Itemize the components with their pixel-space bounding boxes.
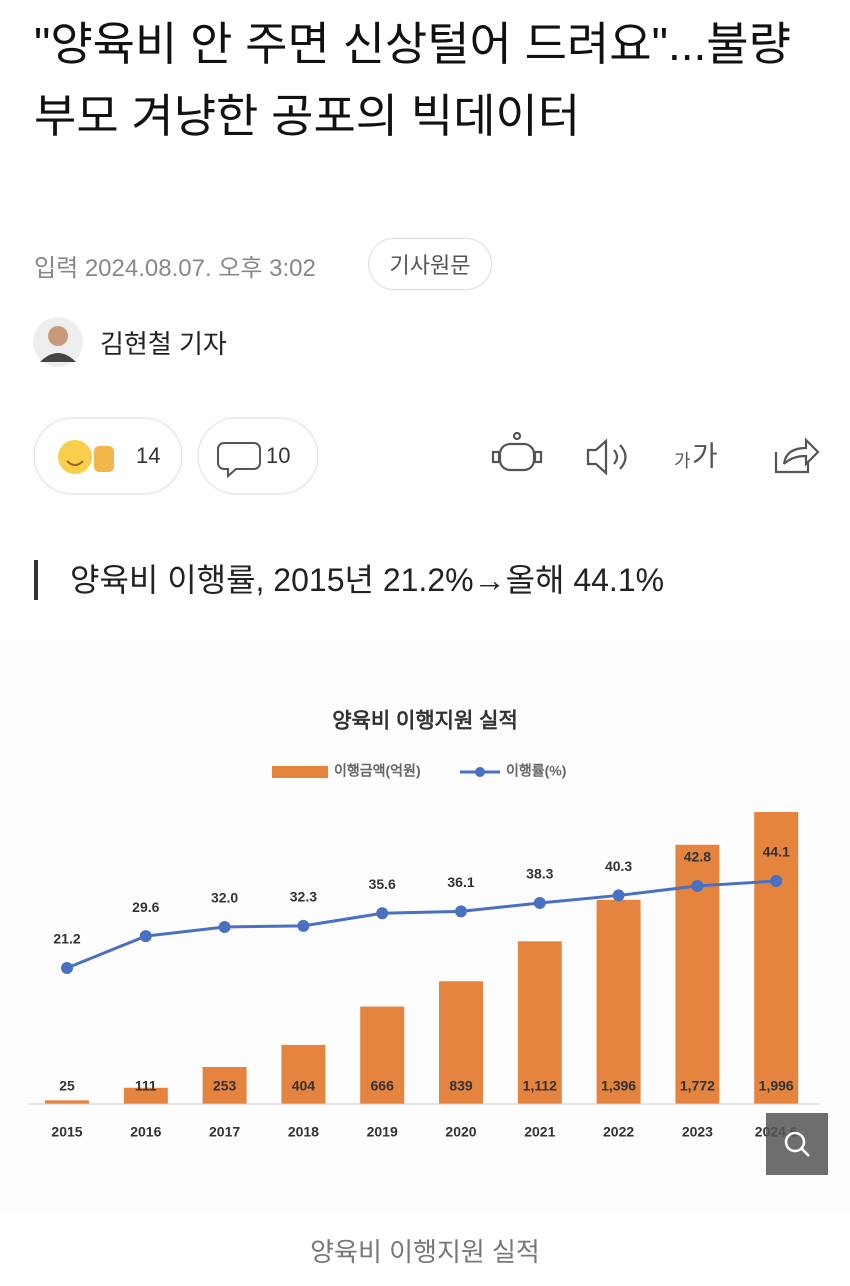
line — [66, 879, 777, 970]
line-point — [61, 962, 73, 974]
original-link-button[interactable]: 기사원문 — [368, 238, 492, 290]
line-value-label: 29.6 — [132, 899, 159, 915]
line-value-label: 21.2 — [53, 931, 80, 947]
legend-swatch — [272, 766, 328, 778]
text-size-large: 가 — [692, 440, 718, 471]
bar-value-label: 111 — [135, 1078, 157, 1094]
bar-value-label: 1,396 — [601, 1078, 636, 1094]
chart-title: 양육비 이행지원 실적 — [332, 710, 518, 733]
bar — [754, 812, 799, 1104]
x-tick-label: 2015 — [51, 1124, 82, 1140]
bar-value-label: 253 — [213, 1078, 237, 1094]
line-point — [533, 897, 546, 910]
toolbar: 14 10 가 가 — [33, 317, 820, 495]
bar — [123, 1087, 168, 1104]
bar — [202, 1066, 247, 1104]
bar — [596, 899, 641, 1104]
text-size-small: 가 — [674, 451, 691, 471]
chart: 양육비 이행지원 실적 이행금액(억원) 이행률(%) 25 2015 111 2016 2… — [0, 640, 850, 1210]
share-button[interactable] — [774, 437, 820, 474]
line-point — [455, 905, 467, 918]
line-value-label: 40.3 — [605, 858, 632, 874]
speaker-icon — [586, 438, 608, 476]
share-arrow — [782, 437, 820, 467]
line-point — [691, 879, 704, 892]
x-tick-label: 2023 — [682, 1124, 713, 1140]
smile-icon — [58, 440, 92, 474]
bot-ear — [491, 450, 501, 464]
line-value-label: 35.6 — [369, 876, 396, 892]
line-point — [770, 875, 783, 887]
x-tick-label: 2016 — [130, 1124, 161, 1140]
bar — [45, 1100, 89, 1104]
zoom-lens — [784, 1131, 806, 1153]
zoom-button[interactable] — [766, 1113, 828, 1175]
line-value-label: 44.1 — [763, 844, 790, 860]
line-value-label: 36.1 — [447, 874, 474, 890]
line-point — [297, 919, 310, 932]
legend-label: 이행금액(억원) — [334, 763, 421, 779]
reporter-avatar[interactable] — [33, 317, 83, 367]
thumb-icon — [94, 446, 114, 472]
x-tick-label: 2019 — [367, 1124, 398, 1140]
bot-head — [498, 442, 536, 472]
line-value-label: 32.3 — [290, 889, 317, 905]
reporter-name[interactable]: 김현철 기자 — [100, 329, 227, 359]
line-value-label: 32.0 — [211, 890, 238, 906]
published-date: 입력 2024.08.07. 오후 3:02 — [34, 255, 316, 282]
comment-button[interactable] — [197, 417, 319, 495]
speaker-waves — [613, 444, 627, 470]
x-tick-label: 2020 — [445, 1124, 476, 1140]
bar-value-label: 1,772 — [680, 1078, 715, 1094]
comment-icon — [217, 442, 261, 479]
read-aloud-button[interactable] — [586, 438, 627, 476]
line-value-label: 38.3 — [526, 866, 553, 882]
bar-value-label: 1,112 — [523, 1078, 557, 1094]
bar-value-label: 1,996 — [759, 1078, 794, 1094]
summary-bot-button[interactable] — [491, 431, 543, 472]
bar-value-label: 404 — [292, 1078, 316, 1094]
bot-antenna — [512, 431, 522, 441]
share-box — [774, 452, 810, 474]
zoom-bg — [766, 1113, 828, 1175]
bar — [360, 1006, 405, 1104]
line-point — [139, 930, 152, 943]
line-point — [376, 907, 389, 920]
line-point — [612, 889, 625, 902]
x-tick-label: 2018 — [288, 1124, 319, 1140]
like-count: 14 — [136, 443, 160, 468]
bar-value-label: 839 — [449, 1078, 473, 1094]
legend-label: 이행률(%) — [506, 763, 566, 779]
avatar-face — [48, 326, 68, 346]
bar — [281, 1044, 326, 1104]
text-size-button[interactable]: 가 가 — [674, 440, 718, 471]
zoom-handle — [800, 1147, 810, 1157]
headline: "양육비 안 주면 신상털어 드려요"...불량 부모 겨냥한 공포의 빅데이터 — [34, 18, 791, 142]
section-heading: 양육비 이행률, 2015년 21.2%→올해 44.1% — [34, 560, 664, 600]
legend-swatch-dot — [475, 767, 485, 777]
bar — [439, 981, 483, 1104]
smile-mouth — [66, 460, 84, 466]
bar-value-label: 25 — [59, 1078, 75, 1094]
x-tick-label: 2022 — [603, 1124, 634, 1140]
avatar-body — [40, 353, 76, 362]
bar — [517, 941, 562, 1104]
bar-value-label: 666 — [371, 1078, 395, 1094]
bot-ear — [533, 450, 543, 464]
comment-count: 10 — [266, 443, 290, 468]
line-point — [218, 920, 231, 933]
chart-caption: 양육비 이행지원 실적 — [310, 1237, 540, 1267]
x-tick-label: 2021 — [524, 1124, 555, 1140]
line-value-label: 42.8 — [684, 849, 711, 865]
x-tick-label: 2017 — [209, 1124, 240, 1140]
